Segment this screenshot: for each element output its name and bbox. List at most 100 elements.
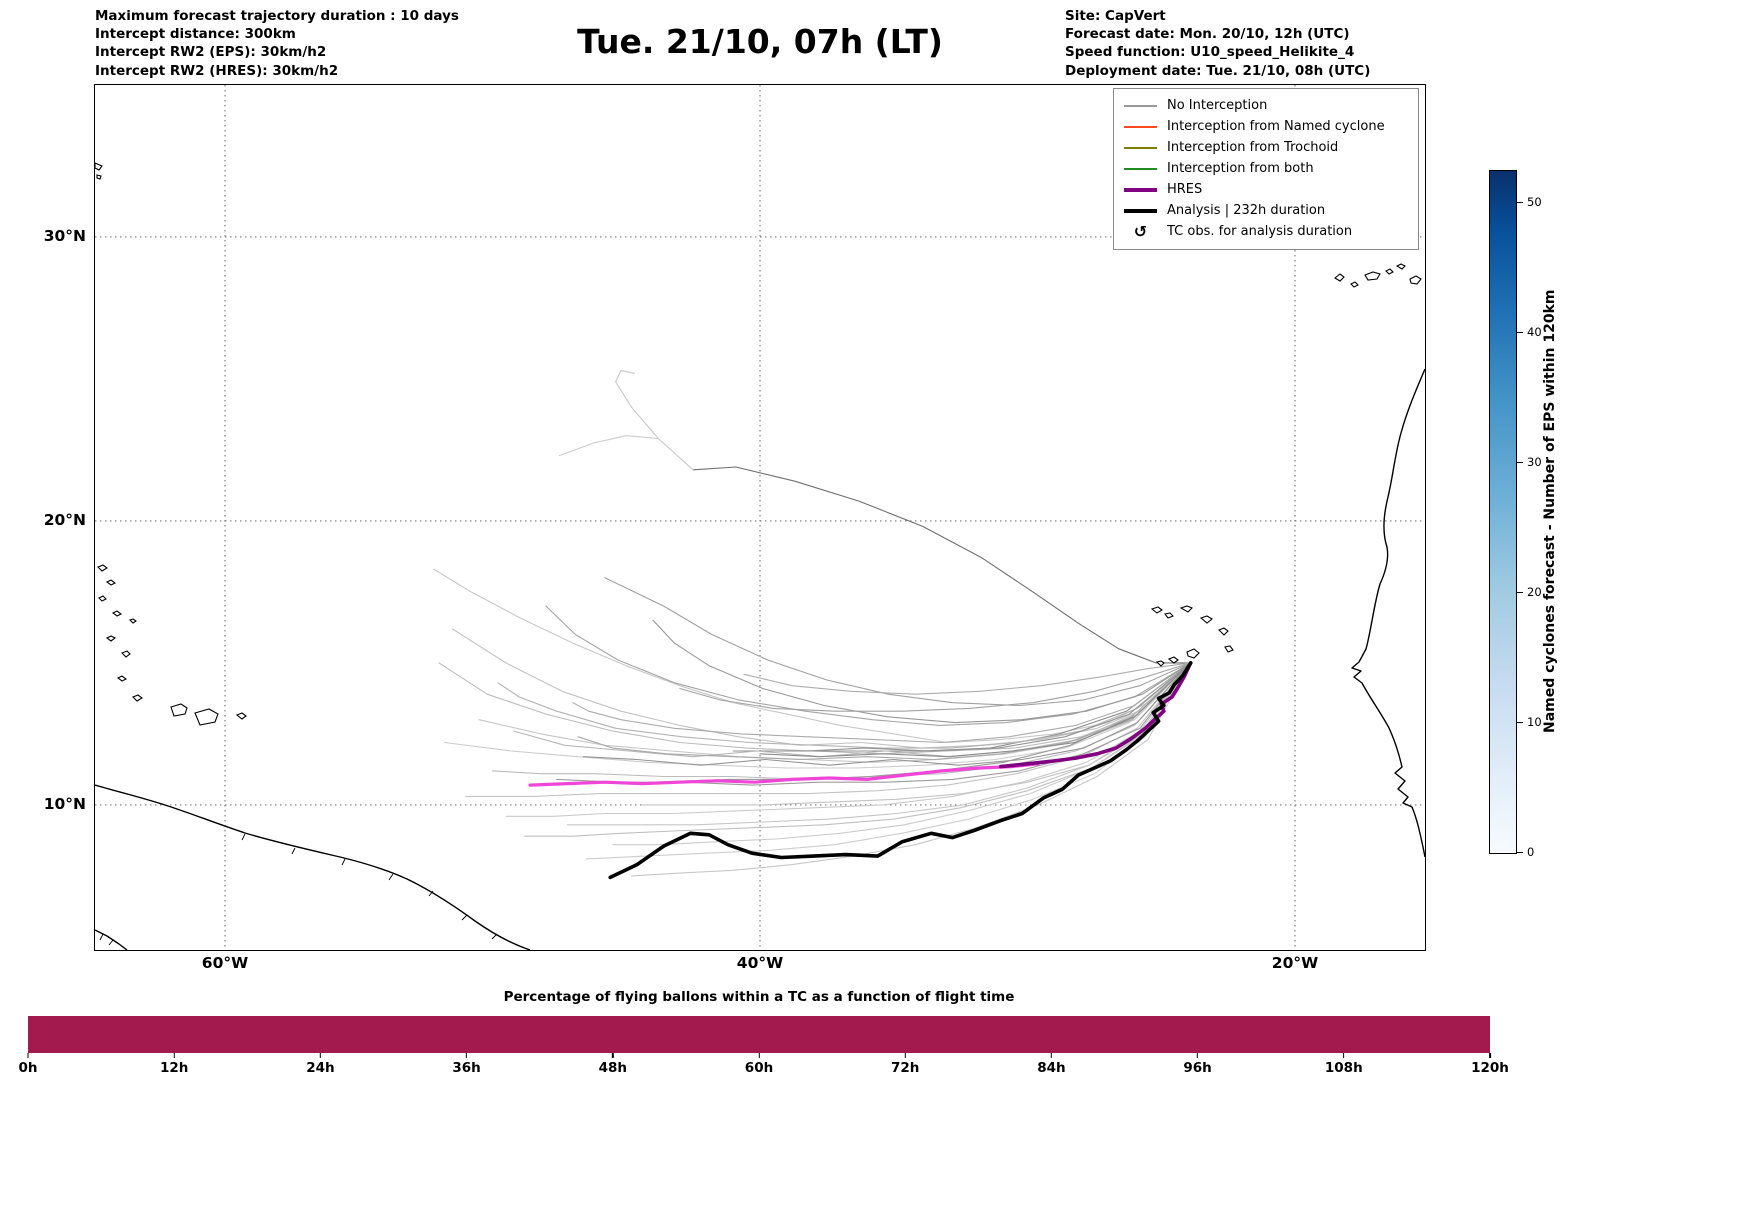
bottom-tick-mark	[1343, 1053, 1345, 1058]
legend-items: No Interception Interception from Named c…	[1124, 95, 1408, 242]
colorbar-tick	[1517, 722, 1523, 724]
colorbar-tick	[1517, 332, 1523, 334]
legend-label: Analysis | 232h duration	[1167, 203, 1326, 218]
bottom-x-tick: 108h	[1325, 1053, 1363, 1076]
colorbar-tick	[1517, 202, 1523, 204]
legend-line-sample	[1124, 187, 1157, 192]
bottom-tick-label: 24h	[306, 1060, 335, 1076]
legend-item: ↺ TC obs. for analysis duration	[1124, 221, 1408, 242]
legend-item: Interception from Named cyclone	[1124, 116, 1408, 137]
trajectory-eps-13	[732, 662, 1192, 752]
legend-label: Interception from Named cyclone	[1167, 119, 1385, 134]
legend-label: HRES	[1167, 182, 1203, 197]
small-coast-fragments	[95, 162, 103, 180]
legend-label: TC obs. for analysis duration	[1167, 224, 1353, 239]
colorbar-tick-label: 20	[1527, 585, 1542, 600]
legend-label: Interception from both	[1167, 161, 1314, 176]
trajectory-eps-28	[612, 662, 1192, 846]
bottom-tick-label: 60h	[744, 1060, 774, 1076]
trajectory-layer	[433, 369, 1193, 880]
bottom-tick-label: 72h	[890, 1060, 920, 1076]
colorbar-tick-label: 30	[1527, 455, 1542, 470]
legend-line-sample	[1124, 167, 1157, 170]
bottom-x-tick: 0h	[18, 1053, 38, 1076]
trajectory-eps-2	[451, 628, 1192, 749]
legend-line-sample	[1124, 125, 1157, 128]
x-tick-label: 20°W	[1271, 954, 1319, 972]
bottom-tick-mark	[1489, 1053, 1491, 1058]
map-axes	[94, 84, 1426, 951]
bottom-tick-mark	[1196, 1053, 1199, 1058]
colorbar-tick	[1517, 852, 1523, 853]
colorbar-label: Named cyclones forecast - Number of EPS …	[1542, 289, 1558, 733]
bottom-tick-mark	[612, 1053, 614, 1058]
y-tick-label: 20°N	[43, 510, 86, 529]
bottom-tick-mark	[904, 1053, 906, 1058]
forecast-date-text: Forecast date: Mon. 20/10, 12h (UTC)	[1065, 26, 1350, 43]
figure-title: Tue. 21/10, 07h (LT)	[577, 22, 943, 61]
trajectory-eps-32	[743, 662, 1192, 695]
bottom-tick-mark	[758, 1053, 760, 1058]
bottom-tick-label: 96h	[1183, 1060, 1212, 1076]
south-america-coastline	[95, 784, 531, 950]
trajectory-eps-24	[577, 662, 1192, 761]
bottom-tick-label: 84h	[1037, 1060, 1066, 1076]
trajectory-eps-1	[433, 568, 1192, 744]
bottom-tick-label: 0h	[18, 1060, 38, 1076]
bottom-tick-label: 48h	[598, 1060, 627, 1076]
legend-line-sample	[1124, 104, 1157, 107]
caribbean-islands	[97, 564, 247, 726]
bottom-chart-title: Percentage of flying ballons within a TC…	[503, 989, 1015, 1005]
legend-item: Interception from both	[1124, 158, 1408, 179]
bottom-x-tick: 24h	[306, 1053, 335, 1076]
trajectory-eps-21	[604, 577, 1192, 707]
bottom-x-tick: 72h	[891, 1053, 919, 1076]
bottom-x-tick: 120h	[1471, 1053, 1509, 1076]
header-right-block: Site: CapVert Forecast date: Mon. 20/10,…	[1065, 7, 1370, 80]
trajectory-eps-16	[545, 605, 1192, 726]
bottom-x-tick: 48h	[599, 1053, 627, 1076]
trajectory-eps-23	[582, 662, 1192, 766]
bottom-tick-mark	[27, 1053, 29, 1058]
colorbar-tick	[1517, 462, 1523, 464]
bottom-chart-bar	[28, 1016, 1490, 1053]
legend-label: Interception from Trochoid	[1167, 140, 1339, 155]
trajectory-eps-7	[465, 662, 1192, 797]
trajectory-eps-20	[652, 619, 1192, 724]
legend-item: Interception from Trochoid	[1124, 137, 1408, 158]
trajectory-eps-27	[566, 662, 1192, 826]
legend-item: Analysis | 232h duration	[1124, 200, 1408, 221]
max-duration-text: Maximum forecast trajectory duration : 1…	[95, 8, 459, 24]
coast-corner	[95, 929, 128, 950]
bottom-tick-label: 120h	[1471, 1060, 1509, 1076]
y-tick-label: 30°N	[43, 226, 86, 245]
coast-corner-hatches	[99, 933, 114, 946]
legend-line-sample	[1124, 208, 1157, 213]
trajectory-eps-highlight	[528, 762, 1040, 787]
header-left-block: Maximum forecast trajectory duration : 1…	[95, 7, 459, 80]
deployment-date-text: Deployment date: Tue. 21/10, 08h (UTC)	[1065, 62, 1371, 79]
colorbar-tick-label: 40	[1527, 325, 1542, 340]
colorbar-tick	[1517, 592, 1523, 594]
bottom-x-tick: 12h	[160, 1053, 188, 1076]
coastline-layer	[95, 162, 1425, 950]
bottom-tick-mark	[173, 1053, 175, 1058]
canary-islands	[1334, 263, 1422, 288]
legend: No Interception Interception from Named c…	[1113, 88, 1419, 250]
trajectory-eps-11	[631, 662, 1192, 877]
coast-hatches	[241, 833, 498, 940]
bottom-tick-label: 36h	[452, 1060, 481, 1076]
speed-function-text: Speed function: U10_speed_Helikite_4	[1065, 44, 1355, 61]
bottom-x-tick: 36h	[452, 1053, 481, 1076]
intercept-rw2-eps-text: Intercept RW2 (EPS): 30km/h2	[95, 44, 327, 61]
bottom-tick-label: 12h	[159, 1060, 189, 1076]
legend-item: No Interception	[1124, 95, 1408, 116]
y-tick-label: 10°N	[43, 794, 86, 813]
intercept-rw2-hres-text: Intercept RW2 (HRES): 30km/h2	[95, 62, 339, 79]
colorbar-tick-label: 10	[1527, 715, 1542, 730]
colorbar	[1489, 170, 1517, 854]
africa-coastline	[1351, 368, 1425, 858]
site-text: Site: CapVert	[1065, 8, 1166, 24]
trajectory-hres	[998, 661, 1193, 769]
trajectory-eps-30	[804, 662, 1192, 752]
